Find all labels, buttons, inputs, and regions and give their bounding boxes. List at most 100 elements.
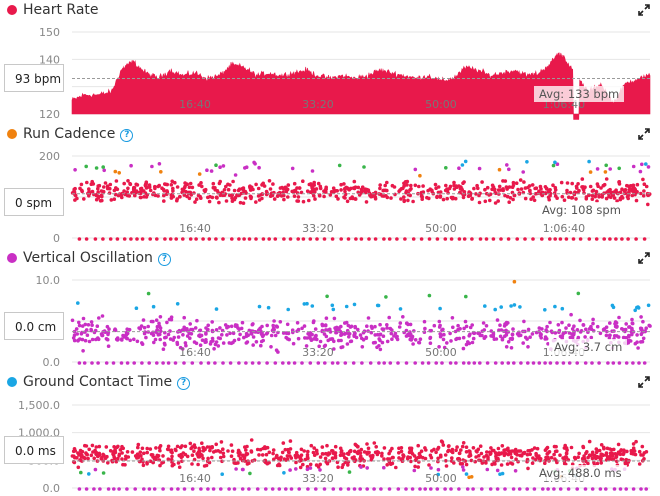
data-point: [332, 316, 337, 321]
data-point: [401, 454, 406, 458]
data-point: [510, 332, 515, 337]
data-point: [638, 191, 643, 196]
data-point: [375, 345, 379, 350]
expand-arrows-icon[interactable]: [638, 4, 650, 16]
zero-point: [543, 361, 547, 365]
zero-point: [322, 487, 327, 491]
data-point: [609, 448, 614, 452]
zero-point: [270, 487, 275, 491]
help-circle-icon[interactable]: ?: [157, 253, 171, 266]
data-point: [441, 443, 446, 447]
data-point: [406, 198, 410, 203]
data-point: [365, 466, 370, 470]
data-point: [298, 465, 303, 470]
data-point: [175, 185, 180, 189]
zero-point: [558, 487, 563, 491]
data-point: [162, 341, 167, 346]
data-point: [254, 340, 259, 344]
data-point: [323, 323, 328, 328]
data-point: [599, 452, 603, 456]
data-point: [509, 346, 514, 350]
zero-point: [546, 487, 550, 491]
data-point: [199, 196, 203, 200]
data-point: [177, 465, 182, 469]
data-point: [370, 326, 374, 330]
data-point: [629, 449, 633, 453]
zero-point: [84, 237, 89, 241]
data-point: [260, 324, 264, 329]
expand-arrows-icon[interactable]: [638, 376, 650, 388]
data-point: [377, 333, 382, 337]
expand-arrows-icon[interactable]: [638, 252, 650, 264]
data-point: [112, 445, 116, 449]
data-point: [387, 451, 391, 456]
ground-contact-time-chart[interactable]: 1,500.01,000.0500.00.016:4033:2050:001:0…: [0, 372, 660, 496]
data-point: [286, 183, 291, 187]
data-point: [231, 331, 236, 336]
data-point: [96, 190, 100, 195]
data-point: [499, 463, 504, 467]
data-point: [331, 451, 336, 455]
data-point: [315, 451, 319, 456]
data-point: [572, 455, 577, 460]
data-point: [269, 333, 274, 338]
data-point: [97, 444, 102, 449]
data-point: [295, 321, 300, 325]
data-point: [452, 180, 456, 185]
expand-arrows-icon[interactable]: [638, 128, 650, 140]
data-point: [272, 457, 276, 462]
data-point: [576, 455, 580, 459]
data-point: [418, 173, 422, 178]
data-point: [121, 333, 125, 338]
data-point: [200, 184, 204, 189]
data-point: [327, 451, 331, 455]
data-point: [268, 187, 273, 191]
data-point: [112, 455, 116, 459]
zero-point: [181, 237, 185, 241]
zero-point: [77, 487, 82, 491]
data-point: [406, 322, 410, 327]
data-point: [125, 190, 129, 194]
data-point: [601, 445, 606, 450]
data-point: [314, 448, 319, 453]
data-point: [565, 448, 569, 452]
data-point: [472, 186, 476, 191]
help-circle-icon[interactable]: ?: [177, 377, 191, 390]
data-point: [630, 317, 634, 322]
zero-point: [523, 237, 527, 241]
data-point: [639, 315, 643, 319]
data-point: [156, 194, 160, 198]
data-point: [644, 162, 648, 166]
x-tick-label: 33:20: [302, 346, 334, 359]
data-point: [343, 331, 348, 336]
data-point: [611, 305, 616, 310]
zero-point: [631, 361, 635, 365]
data-point: [221, 341, 226, 345]
data-point: [132, 185, 136, 190]
data-point: [210, 320, 214, 324]
data-point: [406, 455, 410, 459]
data-point: [71, 336, 76, 340]
data-point: [188, 441, 193, 446]
data-point: [184, 189, 188, 194]
data-point: [554, 459, 559, 463]
help-circle-icon[interactable]: ?: [120, 129, 134, 142]
data-point: [336, 465, 340, 469]
data-point: [229, 443, 234, 447]
data-point: [504, 322, 509, 327]
data-point: [343, 321, 347, 325]
data-point: [526, 466, 530, 471]
data-point: [459, 448, 463, 452]
zero-point: [396, 487, 401, 491]
data-point: [249, 195, 253, 199]
x-tick-label: 50:00: [425, 222, 457, 235]
data-point: [102, 185, 106, 189]
data-point: [257, 165, 261, 170]
data-point: [618, 452, 623, 457]
data-point: [530, 332, 535, 336]
data-point: [261, 338, 266, 343]
data-point: [500, 471, 505, 476]
